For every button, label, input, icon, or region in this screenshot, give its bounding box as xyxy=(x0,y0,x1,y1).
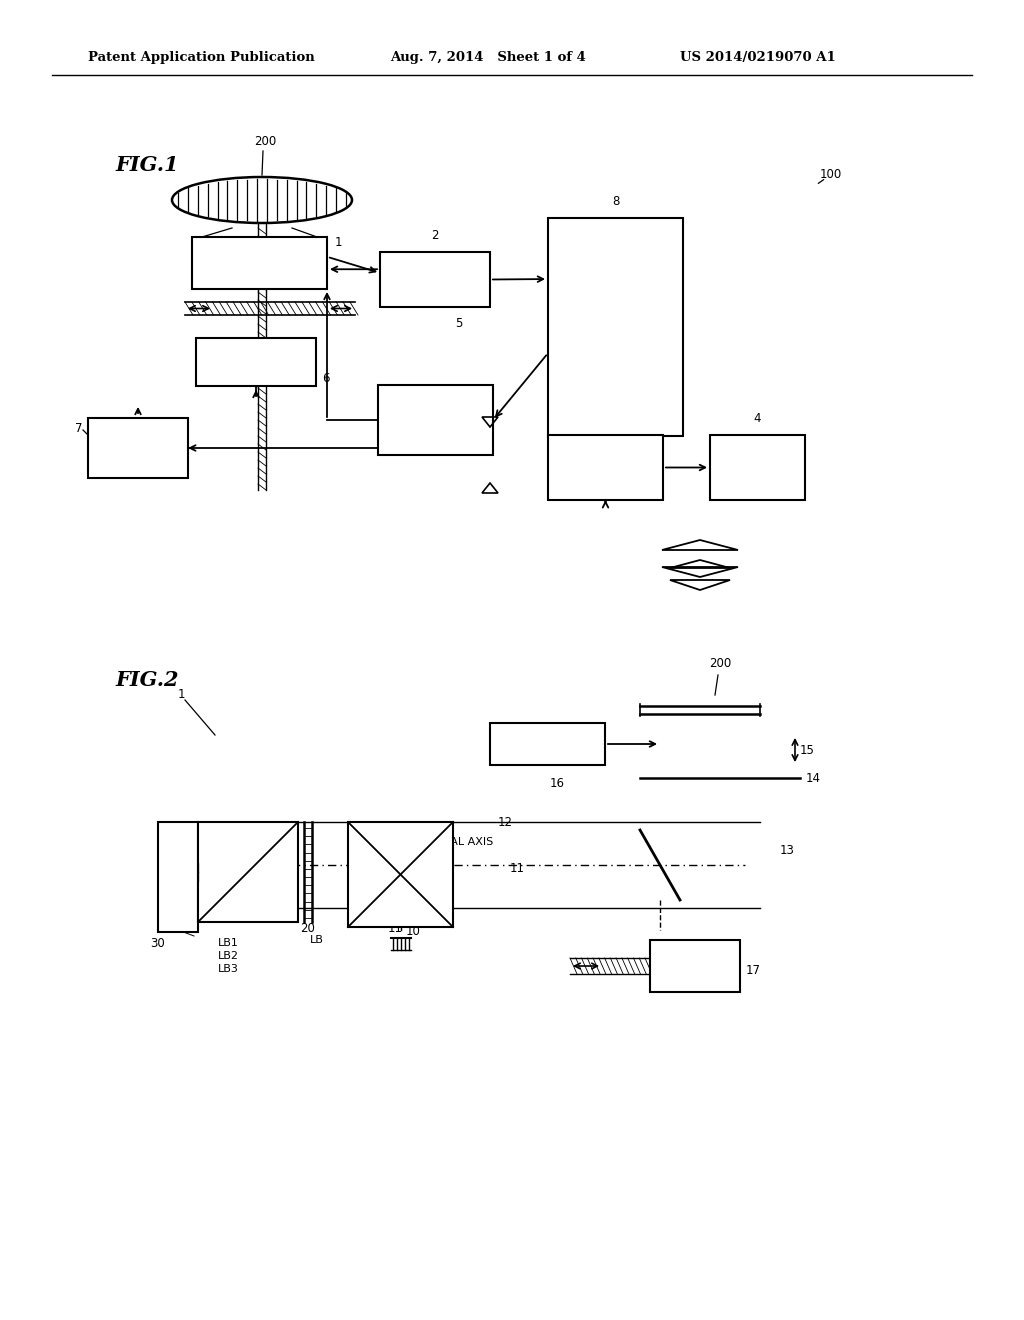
Text: 4: 4 xyxy=(754,412,761,425)
Text: SPINDLE
MOTOR: SPINDLE MOTOR xyxy=(115,437,162,459)
Text: 30a: 30a xyxy=(202,832,223,842)
Text: FIG.2: FIG.2 xyxy=(115,671,178,690)
Bar xyxy=(88,418,188,478)
Text: Patent Application Publication: Patent Application Publication xyxy=(88,51,314,65)
Text: REPRODUCTION
PROCESSING CIRCUIT: REPRODUCTION PROCESSING CIRCUIT xyxy=(557,458,653,478)
Bar xyxy=(710,436,805,500)
Text: 13: 13 xyxy=(780,843,795,857)
Bar xyxy=(193,238,327,289)
Text: 10: 10 xyxy=(406,925,421,939)
Text: 30: 30 xyxy=(151,937,165,950)
Text: 6: 6 xyxy=(322,371,330,384)
Text: LB2: LB2 xyxy=(218,950,239,961)
Text: LB1: LB1 xyxy=(218,939,239,948)
Bar xyxy=(158,822,198,932)
Text: 2: 2 xyxy=(431,228,438,242)
Text: LB3: LB3 xyxy=(218,964,239,974)
Bar xyxy=(548,436,663,500)
Bar xyxy=(198,822,298,921)
Text: BEX
MOTOR: BEX MOTOR xyxy=(674,956,716,977)
Text: 1: 1 xyxy=(178,689,185,701)
Text: FEED MOTOR: FEED MOTOR xyxy=(219,356,293,367)
Text: US 2014/0219070 A1: US 2014/0219070 A1 xyxy=(680,51,836,65)
Text: 5: 5 xyxy=(455,317,463,330)
Text: 3: 3 xyxy=(602,412,609,425)
Text: OUTPUT
CIRCUIT: OUTPUT CIRCUIT xyxy=(733,454,781,482)
Bar xyxy=(378,385,493,455)
Text: OPTICAL AXIS: OPTICAL AXIS xyxy=(417,837,494,847)
Bar xyxy=(548,218,683,436)
Text: DRIVER: DRIVER xyxy=(412,413,459,426)
Text: OPTICAL PICKUP: OPTICAL PICKUP xyxy=(214,257,304,268)
Text: 14: 14 xyxy=(806,771,821,784)
Text: 7: 7 xyxy=(75,421,82,434)
Bar xyxy=(490,723,605,766)
Text: CONTROL
PORTION: CONTROL PORTION xyxy=(585,313,646,341)
Text: RF AMPLIFIER: RF AMPLIFIER xyxy=(397,275,473,285)
Text: 11: 11 xyxy=(388,921,403,935)
Bar xyxy=(196,338,316,385)
Bar xyxy=(348,822,453,927)
Text: 17: 17 xyxy=(746,965,761,978)
Text: 16: 16 xyxy=(550,777,565,789)
Text: ACTUATOR: ACTUATOR xyxy=(516,738,580,751)
Text: 31: 31 xyxy=(202,851,216,862)
Text: LB: LB xyxy=(310,935,324,945)
Bar xyxy=(380,252,490,308)
Text: FIG.1: FIG.1 xyxy=(115,154,178,176)
Bar xyxy=(650,940,740,993)
Text: 200: 200 xyxy=(709,657,731,671)
Text: 15: 15 xyxy=(800,743,815,756)
Text: Aug. 7, 2014   Sheet 1 of 4: Aug. 7, 2014 Sheet 1 of 4 xyxy=(390,51,586,65)
Text: 1: 1 xyxy=(335,236,342,249)
Text: 200: 200 xyxy=(254,135,276,148)
Text: 12: 12 xyxy=(498,817,513,829)
Text: 20: 20 xyxy=(301,921,315,935)
Text: 11: 11 xyxy=(510,862,525,874)
Text: 8: 8 xyxy=(611,195,620,209)
Text: 100: 100 xyxy=(820,169,843,181)
